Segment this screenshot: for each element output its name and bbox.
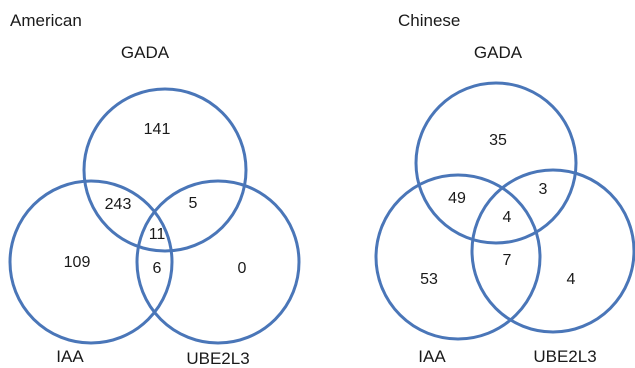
- region-iaa-ube2l3-chinese: 7: [503, 252, 512, 269]
- region-gada-iaa-chinese: 49: [448, 190, 466, 207]
- region-gada-ube2l3-american: 5: [189, 195, 198, 212]
- set-label-iaa-chinese: IAA: [418, 347, 446, 366]
- region-iaa-only-chinese: 53: [420, 271, 438, 288]
- set-label-ube2l3-american: UBE2L3: [186, 349, 249, 368]
- set-label-gada-american: GADA: [121, 43, 170, 62]
- region-ube2l3-only-american: 0: [238, 260, 247, 277]
- region-gada-ube2l3-chinese: 3: [539, 181, 548, 198]
- circle-ube2l3-american: [135, 179, 301, 345]
- region-ube2l3-only-chinese: 4: [567, 271, 576, 288]
- region-iaa-only-american: 109: [64, 254, 91, 271]
- region-iaa-ube2l3-american: 6: [153, 260, 162, 277]
- venn-chinese: Chinese GADA IAA UBE2L3 35 53 4 49 3 4 7: [374, 11, 635, 366]
- venn-american: American GADA IAA UBE2L3 141 109 0 243 5…: [8, 11, 301, 368]
- set-label-gada-chinese: GADA: [474, 43, 523, 62]
- region-gada-iaa-american: 243: [105, 196, 132, 213]
- region-all-three-american: 11: [149, 226, 166, 243]
- set-label-ube2l3-chinese: UBE2L3: [533, 347, 596, 366]
- circle-ube2l3-chinese: [470, 168, 635, 334]
- diagram-title-american: American: [10, 11, 82, 30]
- circle-gada-chinese: [414, 81, 578, 245]
- region-all-three-chinese: 4: [503, 209, 512, 226]
- region-gada-only-chinese: 35: [489, 132, 507, 149]
- circle-iaa-chinese: [374, 173, 542, 341]
- set-label-iaa-american: IAA: [56, 347, 84, 366]
- circle-iaa-american: [8, 179, 174, 345]
- region-gada-only-american: 141: [144, 121, 171, 138]
- circle-gada-american: [82, 87, 248, 253]
- diagram-title-chinese: Chinese: [398, 11, 460, 30]
